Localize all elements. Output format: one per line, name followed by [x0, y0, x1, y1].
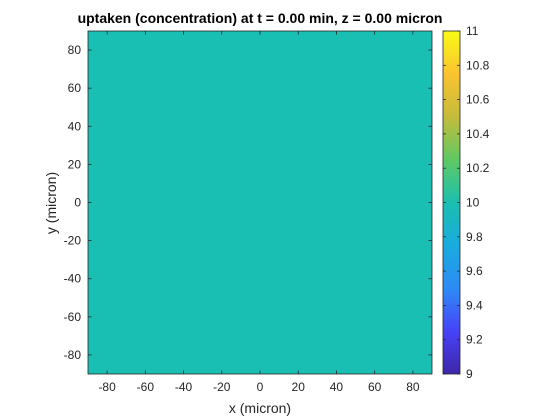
colorbar-tick-label: 11	[466, 24, 479, 38]
x-tick-label: -20	[213, 380, 231, 394]
colorbar-tick-label: 9.4	[466, 298, 483, 312]
colorbar-tick-label: 10.4	[466, 127, 490, 141]
x-tick-label: 0	[257, 380, 264, 394]
y-tick-label: 80	[68, 43, 82, 57]
concentration-field	[88, 31, 432, 374]
colorbar-gradient	[443, 31, 460, 374]
y-tick-label: -60	[64, 310, 82, 324]
y-tick-label: -40	[64, 272, 82, 286]
y-axis-ticks: 80 60 40 20 0 -20 -40 -60 -80	[64, 43, 432, 362]
x-tick-label: -80	[98, 380, 116, 394]
y-tick-label: 0	[74, 196, 81, 210]
y-tick-label: -80	[64, 348, 82, 362]
colorbar-tick-label: 9.8	[466, 230, 483, 244]
y-axis-label: y (micron)	[43, 172, 59, 234]
colorbar-tick-label: 10.8	[466, 58, 490, 72]
y-tick-label: 20	[68, 157, 82, 171]
x-axis-ticks: -80 -60 -40 -20 0 20 40 60 80	[98, 31, 420, 394]
x-tick-label: -60	[137, 380, 155, 394]
colorbar-tick-label: 9	[466, 367, 473, 381]
x-tick-label: 40	[330, 380, 344, 394]
colorbar-tick-label: 10	[466, 196, 480, 210]
plot-area	[87, 30, 433, 375]
colorbar-tick-label: 10.2	[466, 161, 490, 175]
colorbar-ticks: 9 9.2 9.4 9.6 9.8 10 10.2 10.4 10.6 10.8 11	[443, 24, 490, 381]
y-tick-label: 60	[68, 81, 82, 95]
colorbar: 9 9.2 9.4 9.6 9.8 10 10.2 10.4 10.6 10.8 11	[442, 24, 490, 381]
x-tick-label: 80	[406, 380, 420, 394]
y-tick-label: -20	[64, 234, 82, 248]
colorbar-tick-label: 10.6	[466, 93, 490, 107]
x-axis-label: x (micron)	[229, 400, 291, 416]
x-tick-label: -40	[175, 380, 193, 394]
colorbar-tick-label: 9.2	[466, 333, 483, 347]
chart-title: uptaken (concentration) at t = 0.00 min,…	[78, 10, 443, 26]
x-tick-label: 20	[292, 380, 306, 394]
x-tick-label: 60	[368, 380, 382, 394]
y-tick-label: 40	[68, 119, 82, 133]
colorbar-tick-label: 9.6	[466, 264, 483, 278]
